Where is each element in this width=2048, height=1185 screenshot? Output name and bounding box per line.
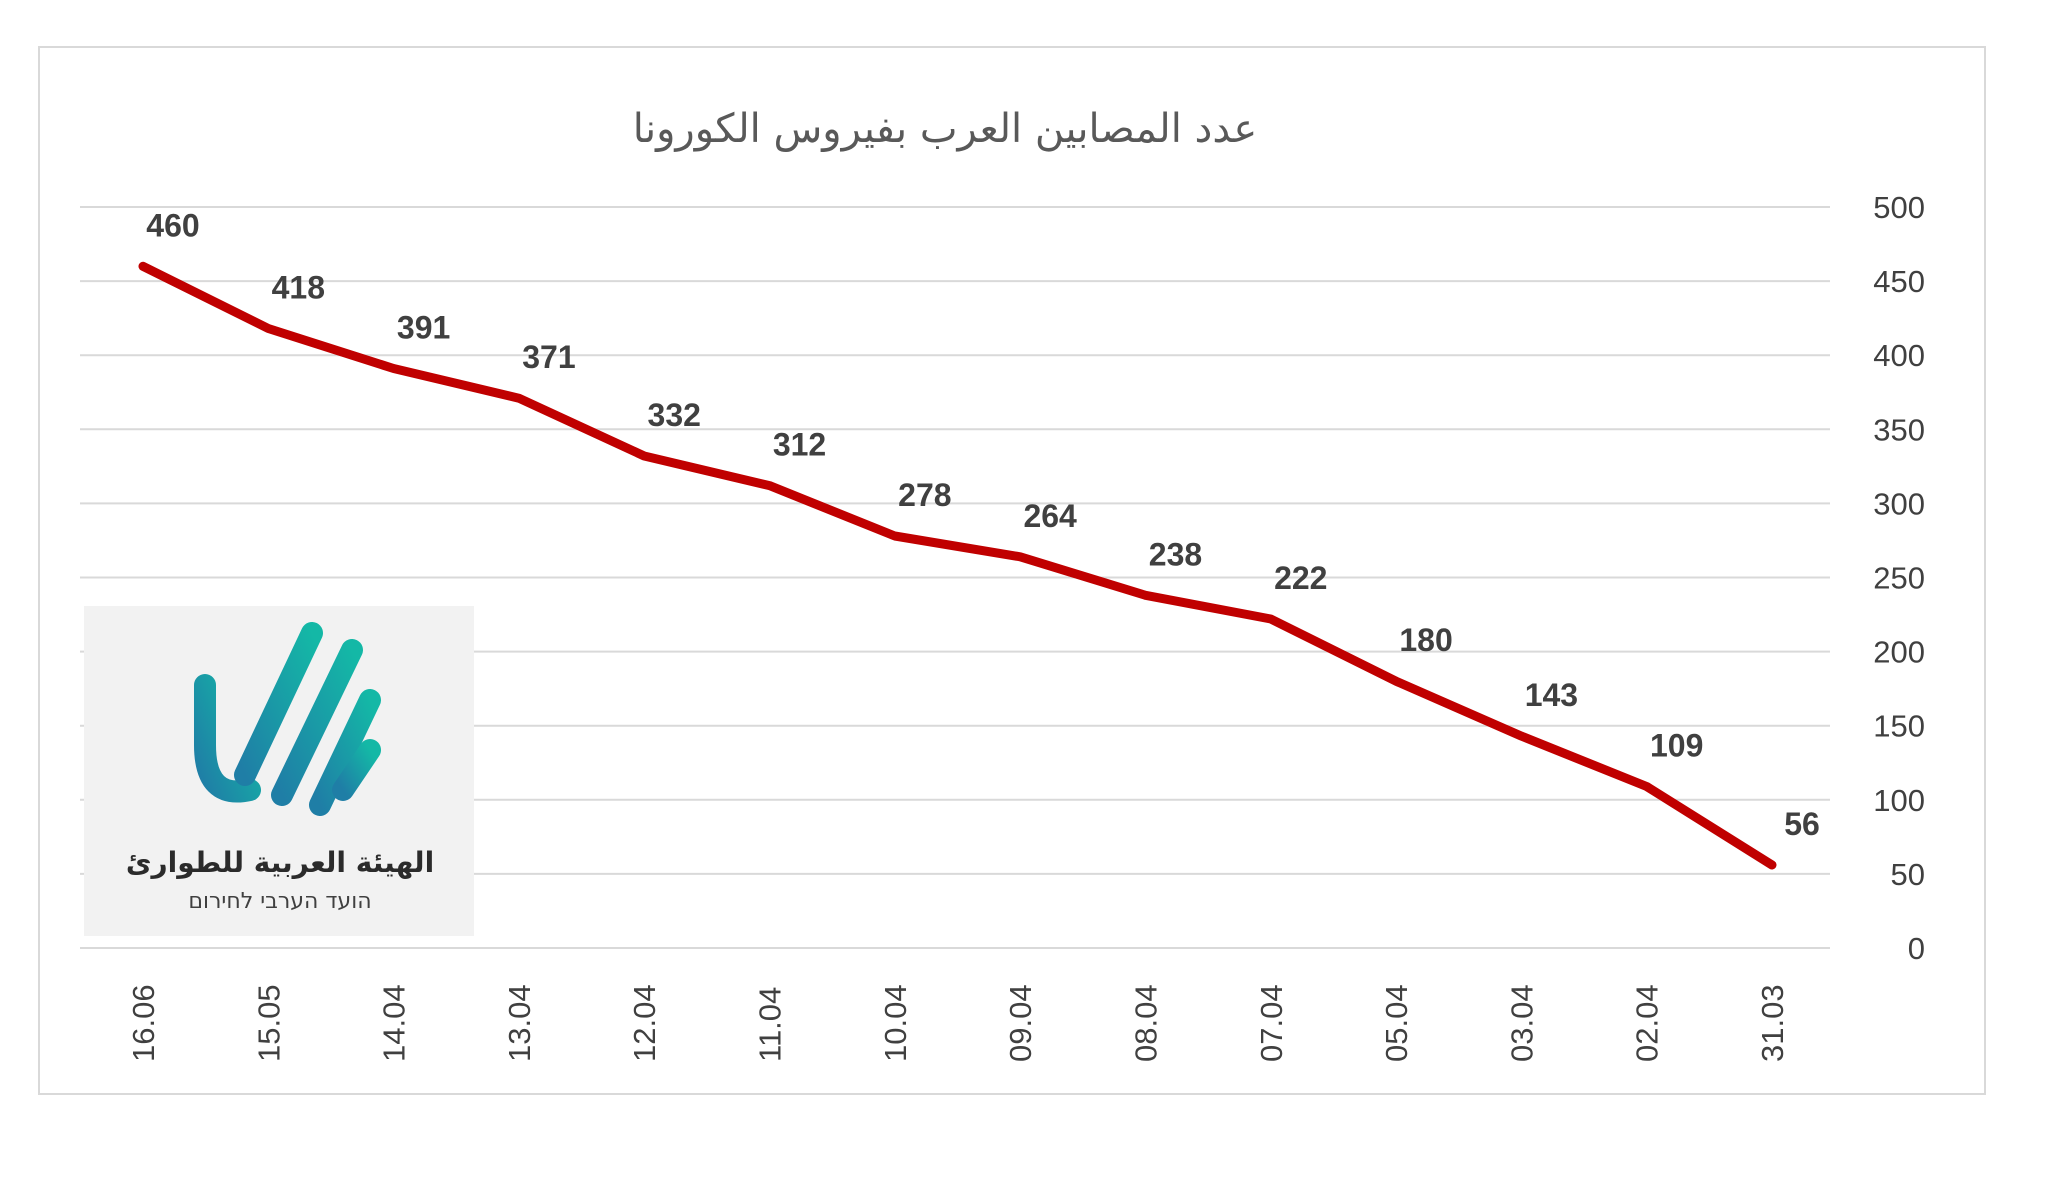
x-tick-label: 16.06 [126, 984, 161, 1062]
y-tick-label: 450 [1873, 264, 1925, 299]
data-label: 222 [1274, 560, 1327, 596]
data-label: 371 [522, 339, 575, 375]
logo-background [84, 606, 474, 936]
x-tick-label: 07.04 [1254, 984, 1289, 1062]
x-tick-label: 10.04 [878, 984, 913, 1062]
x-tick-label: 03.04 [1504, 984, 1539, 1062]
x-tick-label: 09.04 [1003, 984, 1038, 1062]
y-tick-label: 0 [1908, 931, 1925, 966]
x-tick-label: 11.04 [753, 987, 788, 1062]
y-tick-label: 300 [1873, 486, 1925, 521]
y-tick-label: 50 [1891, 857, 1925, 892]
chart-title: عدد المصابين العرب بفيروس الكورونا [633, 106, 1257, 152]
x-tick-label: 14.04 [377, 984, 412, 1062]
logo-arabic-text: الهيئة العربية للطوارئ [126, 846, 434, 879]
logo-hebrew-text: הועד הערבי לחירום [188, 889, 371, 914]
data-label: 264 [1023, 498, 1077, 534]
data-label: 180 [1399, 622, 1452, 658]
y-tick-label: 100 [1873, 783, 1925, 818]
x-tick-label: 05.04 [1379, 984, 1414, 1062]
logo-mark-icon [194, 622, 381, 816]
y-tick-label: 400 [1873, 338, 1925, 373]
y-tick-label: 200 [1873, 635, 1925, 670]
data-label: 143 [1525, 677, 1578, 713]
series-line [138, 261, 1777, 870]
x-tick-label: 02.04 [1630, 984, 1665, 1062]
data-label: 460 [146, 207, 199, 243]
y-tick-label: 150 [1873, 709, 1925, 744]
data-label: 391 [397, 310, 450, 346]
y-axis-ticks: 0 50 100 150 200 250 300 350 400 450 500 [1873, 190, 1925, 966]
logo: الهيئة العربية للطوارئ הועד הערבי לחירום [84, 606, 474, 936]
x-tick-label: 31.03 [1755, 984, 1790, 1062]
data-label: 312 [773, 427, 826, 463]
y-tick-label: 350 [1873, 412, 1925, 447]
data-label: 238 [1149, 536, 1202, 572]
data-label: 418 [272, 270, 325, 306]
x-tick-label: 13.04 [502, 984, 537, 1062]
data-labels: 460 418 391 371 332 312 278 264 238 222 180 143 109 5… [146, 207, 1819, 842]
x-tick-label: 12.04 [627, 984, 662, 1062]
data-label: 332 [648, 397, 701, 433]
y-tick-label: 500 [1873, 190, 1925, 225]
data-label: 56 [1784, 806, 1820, 842]
series-layer [138, 261, 1777, 870]
x-axis-ticks: 16.06 15.05 14.04 13.04 12.04 11.04 10.04 09.04… [126, 984, 1790, 1062]
data-label: 109 [1650, 727, 1703, 763]
data-label: 278 [898, 477, 951, 513]
x-tick-label: 15.05 [251, 984, 286, 1062]
y-tick-label: 250 [1873, 561, 1925, 596]
x-tick-label: 08.04 [1128, 984, 1163, 1062]
